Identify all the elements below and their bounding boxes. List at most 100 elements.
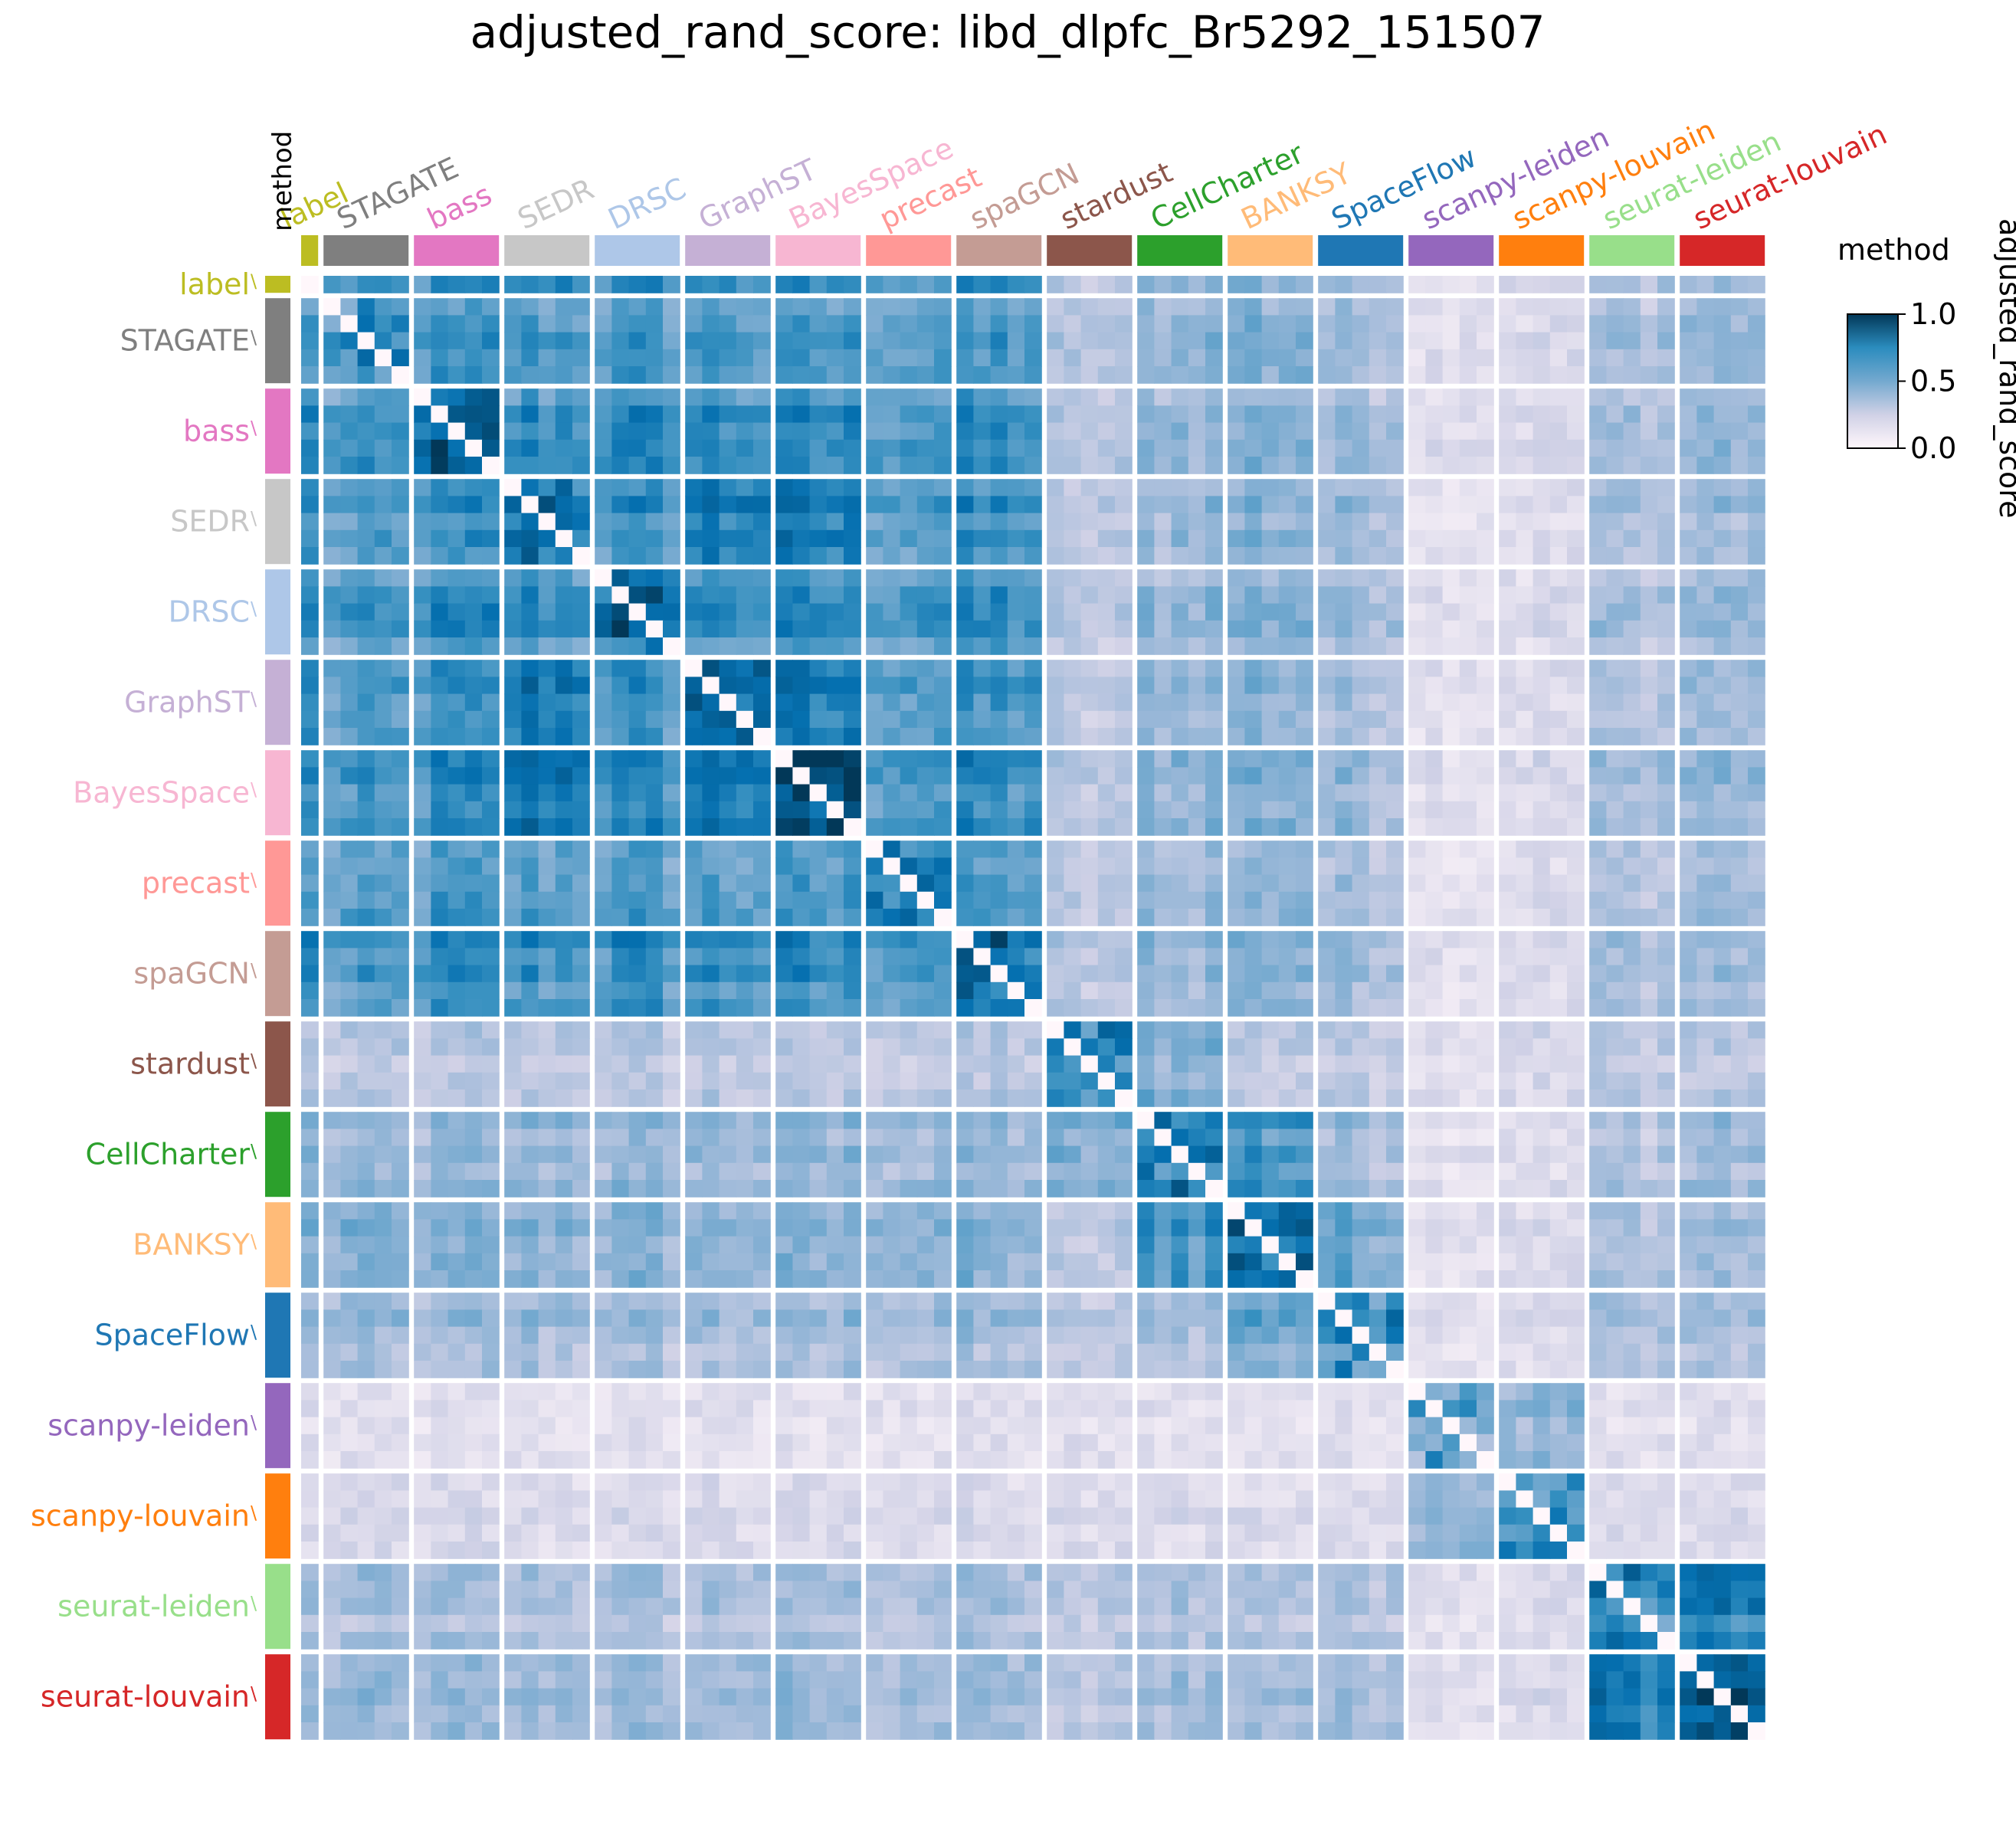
heatmap-cell (555, 479, 573, 496)
heatmap-cell (482, 677, 500, 695)
heatmap-cell (753, 349, 771, 367)
heatmap-cell (1115, 529, 1133, 548)
heatmap-cell (1007, 767, 1025, 785)
heatmap-cell (595, 496, 612, 514)
heatmap-cell (702, 1162, 720, 1181)
heatmap-cell (464, 931, 483, 949)
heatmap-cell (572, 1021, 590, 1039)
heatmap-cell (340, 1180, 359, 1198)
heatmap-cell (792, 1326, 811, 1345)
heatmap-cell (447, 767, 466, 785)
heatmap-cell (1369, 637, 1387, 655)
heatmap-cell (1589, 1021, 1607, 1039)
heatmap-cell (826, 388, 844, 406)
heatmap-cell (482, 1293, 500, 1310)
heatmap-cell (1154, 529, 1172, 548)
heatmap-cell (1154, 513, 1172, 531)
heatmap-cell (357, 784, 375, 802)
heatmap-cell (1137, 388, 1155, 406)
heatmap-cell (1369, 298, 1387, 316)
heatmap-cell (1352, 637, 1370, 655)
heatmap-cell (1477, 603, 1494, 621)
heatmap-cell (1228, 1089, 1245, 1107)
heatmap-cell (1007, 818, 1025, 836)
heatmap-cell (956, 1383, 974, 1401)
heatmap-cell (555, 1112, 573, 1129)
heatmap-cell (1318, 1253, 1336, 1271)
heatmap-cell (753, 981, 771, 1000)
heatmap-cell (1713, 1219, 1732, 1237)
heatmap-cell (482, 298, 500, 316)
heatmap-cell (792, 547, 811, 565)
heatmap-cell (538, 1219, 556, 1237)
heatmap-cell (1680, 405, 1697, 424)
heatmap-cell (1696, 1072, 1715, 1090)
heatmap-cell (504, 857, 522, 876)
heatmap-cell (482, 586, 500, 605)
heatmap-cell (392, 349, 409, 367)
heatmap-cell (340, 276, 359, 293)
heatmap-cell (1680, 1326, 1697, 1345)
heatmap-cell (572, 298, 590, 316)
heatmap-cell (1296, 637, 1313, 655)
heatmap-cell (357, 1021, 375, 1039)
heatmap-cell (1047, 513, 1064, 531)
heatmap-cell (1623, 660, 1641, 677)
heatmap-cell (482, 710, 500, 729)
heatmap-cell (990, 909, 1008, 926)
heatmap-cell (628, 1293, 647, 1310)
heatmap-cell (572, 388, 590, 406)
heatmap-cell (1640, 529, 1658, 548)
heatmap-cell (1606, 569, 1624, 587)
heatmap-cell (719, 1383, 737, 1401)
heatmap-cell (1459, 1343, 1477, 1361)
heatmap-cell (1261, 1343, 1280, 1361)
heatmap-cell (1296, 1089, 1313, 1107)
heatmap-cell (702, 801, 720, 819)
heatmap-cell (521, 857, 539, 876)
heatmap-cell (809, 1089, 828, 1107)
heatmap-cell (1188, 857, 1206, 876)
heatmap-cell (1680, 999, 1697, 1017)
heatmap-cell (934, 276, 952, 293)
heatmap-cell (357, 457, 375, 474)
heatmap-cell (1024, 948, 1042, 966)
heatmap-cell (900, 981, 918, 1000)
heatmap-cell (555, 1343, 573, 1361)
heatmap-cell (916, 1253, 935, 1271)
heatmap-cell (301, 874, 319, 893)
heatmap-cell (1696, 349, 1715, 367)
heatmap-cell (1477, 999, 1494, 1017)
heatmap-cell (1007, 801, 1025, 819)
heatmap-cell (323, 479, 341, 496)
heatmap-cell (1261, 909, 1280, 926)
heatmap-cell (753, 999, 771, 1017)
heatmap-cell (1097, 569, 1116, 587)
heatmap-cell (702, 857, 720, 876)
heatmap-cell (521, 620, 539, 638)
heatmap-cell (555, 620, 573, 638)
heatmap-cell (1205, 931, 1223, 949)
heatmap-cell (374, 529, 392, 548)
heatmap-cell (663, 891, 680, 909)
heatmap-cell (792, 1162, 811, 1181)
heatmap-cell (1080, 388, 1099, 406)
heatmap-cell (1154, 840, 1172, 858)
heatmap-cell (374, 693, 392, 712)
heatmap-cell (883, 1180, 901, 1198)
heatmap-cell (916, 1219, 935, 1237)
heatmap-cell (1532, 767, 1551, 785)
heatmap-cell (1549, 332, 1568, 350)
heatmap-cell (990, 529, 1008, 548)
heatmap-cell (374, 1072, 392, 1090)
heatmap-cell (1459, 620, 1477, 638)
heatmap-cell (1425, 513, 1444, 531)
heatmap-cell (1318, 1021, 1336, 1039)
heatmap-cell (1730, 728, 1749, 745)
heatmap-cell (1188, 1270, 1206, 1288)
heatmap-cell (1713, 891, 1732, 909)
heatmap-cell (1425, 660, 1444, 677)
heatmap-cell (431, 496, 449, 514)
heatmap-cell (702, 529, 720, 548)
heatmap-cell (1007, 1089, 1025, 1107)
